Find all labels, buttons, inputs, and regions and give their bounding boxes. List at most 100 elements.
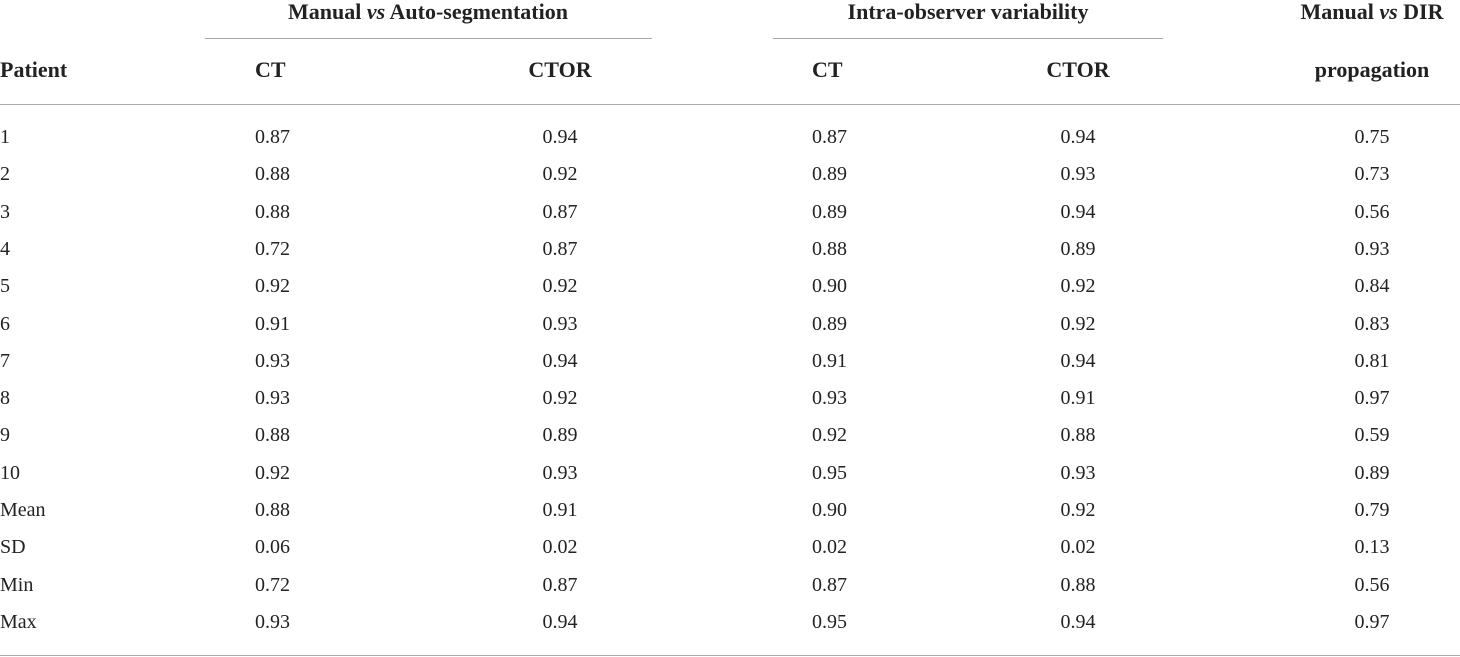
row-label: 3 (0, 200, 10, 223)
header-text: DIR (1403, 0, 1444, 24)
cell-value: 0.88 (255, 200, 290, 223)
cell-value: 0.91 (812, 349, 847, 372)
cell-value: 0.92 (542, 163, 578, 186)
cell-value: 0.88 (1060, 573, 1096, 596)
row-label: 2 (0, 163, 10, 186)
cell-value: 0.79 (1354, 499, 1390, 521)
cell-value: 0.92 (542, 275, 578, 298)
cell-value: 0.89 (812, 200, 847, 223)
cell-value: 0.59 (1354, 424, 1390, 447)
column-header: propagation (1314, 57, 1430, 82)
row-label: 9 (0, 424, 10, 447)
cell-value: 0.87 (812, 573, 847, 596)
emphasis: vs (366, 0, 386, 24)
header-rule (0, 104, 1460, 105)
cell-value: 0.94 (1060, 126, 1096, 148)
cell-value: 0.87 (255, 126, 290, 148)
cell-value: 0.95 (812, 610, 847, 633)
cell-value: 0.72 (255, 573, 290, 596)
cell-value: 0.88 (255, 424, 290, 447)
cell-value: 0.89 (812, 163, 847, 186)
cell-value: 0.02 (542, 536, 578, 559)
cell-value: 0.84 (1354, 275, 1390, 298)
cell-value: 0.93 (255, 387, 290, 410)
cell-value: 0.94 (1060, 200, 1096, 223)
cell-value: 0.92 (1060, 275, 1096, 298)
cell-value: 0.92 (255, 275, 290, 298)
cell-value: 0.83 (1354, 312, 1390, 335)
row-label: 4 (0, 237, 10, 260)
emphasis: vs (1379, 0, 1398, 24)
cell-value: 0.02 (812, 536, 847, 559)
bottom-rule (0, 655, 1460, 656)
cell-value: 0.93 (812, 387, 847, 410)
cell-value: 0.95 (812, 461, 847, 484)
cell-value: 0.87 (542, 573, 578, 596)
header-text: Manual (288, 0, 362, 24)
cell-value: 0.87 (542, 237, 578, 260)
cell-value: 0.92 (812, 424, 847, 447)
cell-value: 0.93 (542, 461, 578, 484)
cell-value: 0.93 (255, 349, 290, 372)
column-header: CTOR (1046, 57, 1110, 82)
cell-value: 0.97 (1354, 387, 1390, 410)
row-label: 1 (0, 126, 10, 148)
group-rule (205, 38, 652, 39)
cell-value: 0.89 (1354, 461, 1390, 484)
cell-value: 0.75 (1354, 126, 1390, 148)
cell-value: 0.89 (1060, 237, 1096, 260)
cell-value: 0.56 (1354, 200, 1390, 223)
cell-value: 0.56 (1354, 573, 1390, 596)
cell-value: 0.93 (1060, 163, 1096, 186)
column-header: CT (255, 57, 286, 82)
column-header: CTOR (528, 57, 592, 82)
cell-value: 0.97 (1354, 610, 1390, 633)
cell-value: 0.89 (542, 424, 578, 447)
column-header: CT (812, 57, 843, 82)
row-label: SD (0, 536, 26, 559)
row-label: 7 (0, 349, 10, 372)
row-label: Min (0, 573, 34, 596)
cell-value: 0.72 (255, 237, 290, 260)
cell-value: 0.94 (542, 610, 578, 633)
cell-value: 0.87 (542, 200, 578, 223)
cell-value: 0.88 (255, 499, 290, 521)
header-text: Auto-segmentation (389, 0, 568, 24)
cell-value: 0.94 (1060, 610, 1096, 633)
column-header: Patient (0, 57, 68, 82)
cell-value: 0.81 (1354, 349, 1390, 372)
group-rule (773, 38, 1163, 39)
cell-value: 0.73 (1354, 163, 1390, 186)
cell-value: 0.91 (1060, 387, 1096, 410)
cell-value: 0.92 (1060, 499, 1096, 521)
header-text: Manual (1300, 0, 1374, 24)
group-header: Intra-observer variability (848, 0, 1089, 24)
group-header: Manual vs Auto-segmentation (288, 0, 568, 24)
cell-value: 0.06 (255, 536, 290, 559)
cell-value: 0.88 (255, 163, 290, 186)
cell-value: 0.02 (1060, 536, 1096, 559)
cell-value: 0.90 (812, 499, 847, 521)
row-label: 8 (0, 387, 10, 410)
cell-value: 0.92 (1060, 312, 1096, 335)
row-label: 10 (0, 461, 20, 484)
cell-value: 0.94 (1060, 349, 1096, 372)
cell-value: 0.94 (542, 126, 578, 148)
cell-value: 0.90 (812, 275, 847, 298)
row-label: 6 (0, 312, 10, 335)
cell-value: 0.92 (542, 387, 578, 410)
cell-value: 0.92 (255, 461, 290, 484)
cell-value: 0.89 (812, 312, 847, 335)
cell-value: 0.93 (1354, 237, 1390, 260)
cell-value: 0.93 (542, 312, 578, 335)
cell-value: 0.93 (255, 610, 290, 633)
cell-value: 0.13 (1354, 536, 1390, 559)
group-header: Manual vs DIR (1300, 0, 1443, 24)
cell-value: 0.94 (542, 349, 578, 372)
cell-value: 0.87 (812, 126, 847, 148)
cell-value: 0.88 (1060, 424, 1096, 447)
cell-value: 0.88 (812, 237, 847, 260)
header-text: Intra-observer variability (847, 0, 1089, 24)
row-label: 5 (0, 275, 10, 298)
